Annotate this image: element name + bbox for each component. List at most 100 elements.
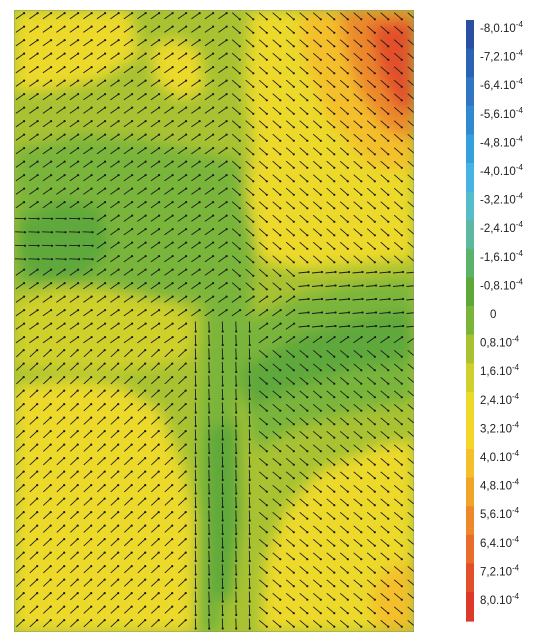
vector-arrow: [218, 26, 227, 33]
vector-arrow: [150, 552, 160, 560]
vector-arrow-head: [144, 39, 147, 42]
vector-arrow: [42, 161, 52, 168]
vector-arrow: [353, 66, 362, 74]
vector-arrow-head: [117, 538, 120, 541]
vector-arrow-head: [104, 106, 107, 109]
vector-arrow-head: [77, 79, 80, 82]
vector-arrow: [407, 187, 414, 195]
vector-arrow-head: [171, 349, 174, 352]
vector-arrow-head: [346, 409, 349, 412]
vector-arrow-head: [23, 147, 26, 150]
vector-arrow: [231, 282, 241, 290]
vector-arrow: [204, 80, 214, 87]
vector-arrow: [96, 606, 106, 614]
vector-arrow: [56, 484, 65, 493]
vector-arrow-head: [185, 214, 188, 217]
vector-arrow-head: [346, 180, 349, 183]
vector-arrow: [15, 323, 25, 330]
vector-arrow-head: [63, 430, 66, 433]
vector-arrow: [380, 349, 389, 358]
vector-arrow-head: [279, 571, 282, 574]
vector-arrow-head: [346, 261, 349, 264]
vector-arrow: [299, 79, 308, 88]
vector-arrow-head: [22, 538, 25, 541]
vector-arrow: [353, 201, 362, 209]
vector-arrow-head: [23, 244, 27, 247]
vector-arrow-head: [319, 234, 322, 237]
vector-arrow-head: [360, 153, 363, 156]
vector-arrow: [258, 282, 268, 290]
vector-arrow-head: [221, 532, 224, 536]
vector-arrow: [339, 160, 349, 169]
vector-arrow-head: [194, 411, 197, 414]
vector-arrow: [339, 66, 349, 74]
vector-arrow-head: [144, 416, 147, 419]
vector-arrow-head: [238, 112, 241, 115]
vector-arrow: [15, 511, 25, 520]
vector-arrow: [56, 66, 65, 74]
vector-arrow: [380, 214, 389, 223]
vector-arrow: [285, 228, 295, 236]
vector-arrow: [137, 444, 146, 452]
vector-arrow-head: [265, 234, 268, 237]
vector-arrow: [285, 282, 295, 290]
vector-arrow-head: [387, 58, 390, 61]
vector-arrow: [272, 255, 281, 263]
vector-arrow-head: [157, 551, 160, 554]
vector-arrow: [191, 80, 200, 87]
vector-arrow-head: [117, 389, 120, 392]
vector-arrow-head: [346, 544, 349, 547]
vector-arrow: [177, 471, 187, 479]
vector-arrow-head: [103, 524, 106, 527]
vector-arrow: [137, 309, 146, 317]
vector-arrow-head: [144, 52, 147, 55]
vector-arrow-head: [90, 174, 93, 177]
colorbar-swatch: [466, 77, 474, 107]
vector-arrow: [96, 619, 106, 628]
vector-arrow-head: [306, 490, 309, 493]
vector-arrow-head: [117, 430, 120, 433]
vector-arrow: [393, 430, 403, 439]
vector-arrow: [177, 363, 187, 371]
vector-arrow: [15, 107, 25, 114]
vector-arrow-head: [104, 282, 107, 285]
vector-arrow: [69, 376, 79, 385]
vector-arrow: [407, 79, 414, 87]
vector-arrow: [137, 80, 146, 87]
vector-arrow: [258, 39, 268, 47]
vector-arrow-head: [212, 228, 215, 231]
colorbar-tick-label: -2,4.10-4: [480, 220, 523, 235]
vector-arrow-head: [360, 58, 363, 61]
vector-arrow-head: [401, 311, 405, 314]
vector-arrow: [150, 457, 160, 466]
vector-arrow-head: [252, 18, 255, 21]
vector-arrow-head: [333, 436, 336, 439]
vector-arrow-head: [212, 93, 215, 96]
vector-arrow-head: [77, 25, 80, 28]
vector-arrow: [177, 282, 187, 290]
vector-arrow-head: [400, 166, 403, 169]
vector-arrow-head: [131, 66, 134, 69]
vector-arrow: [326, 403, 335, 412]
vector-arrow: [164, 552, 173, 560]
vector-arrow-head: [319, 396, 322, 399]
vector-arrow-head: [117, 241, 120, 244]
vector-arrow: [285, 511, 295, 520]
vector-arrow: [258, 349, 268, 358]
vector-arrow-head: [252, 247, 255, 250]
vector-arrow-head: [346, 45, 349, 48]
vector-arrow: [110, 430, 119, 439]
vector-arrow-head: [36, 578, 39, 581]
vector-arrow-head: [91, 244, 94, 247]
vector-arrow: [353, 579, 362, 587]
vector-arrow: [69, 606, 79, 614]
vector-arrow: [177, 457, 187, 466]
vector-field: [14, 12, 414, 630]
vector-arrow-head: [131, 93, 134, 96]
vector-arrow: [393, 25, 403, 34]
vector-arrow-head: [131, 228, 134, 231]
vector-arrow: [393, 241, 403, 250]
vector-arrow-head: [63, 470, 66, 473]
vector-arrow: [380, 403, 389, 412]
vector-arrow-head: [158, 241, 161, 244]
